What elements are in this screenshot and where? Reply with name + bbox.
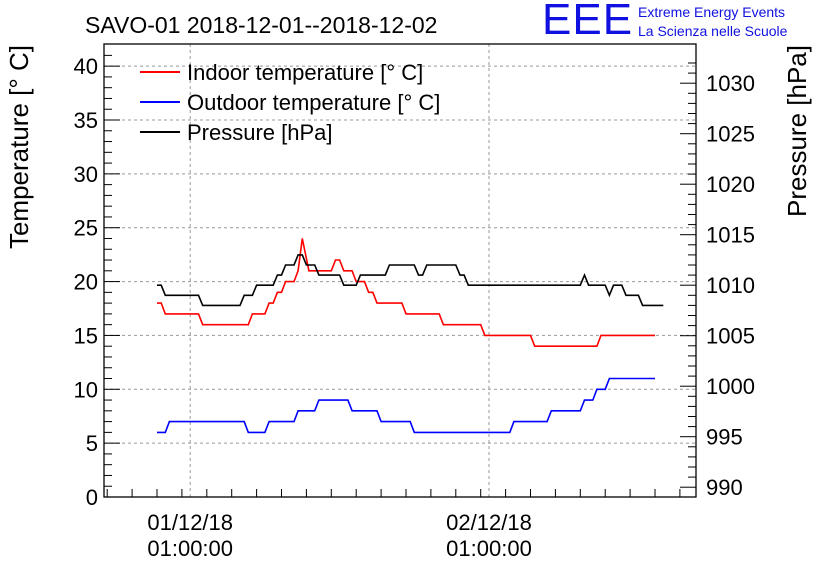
eee-logo-letters: EEE [542,0,634,44]
y-tick-label: 10 [74,377,98,402]
outdoor-temperature-line [157,377,655,434]
y2-tick-label: 990 [706,475,743,500]
y2-tick-label: 1015 [706,223,755,248]
pressure-line [157,254,664,307]
y2-tick-label: 995 [706,425,743,450]
legend: Indoor temperature [° C] Outdoor tempera… [140,60,440,145]
y-tick-label: 25 [74,216,98,241]
y2-tick-label: 1030 [706,71,755,96]
y-axis-title: Temperature [° C] [4,45,34,249]
y-tick-label: 0 [86,485,98,510]
y2-tick-label: 1020 [706,172,755,197]
y-tick-label: 35 [74,108,98,133]
y2-tick-label: 1025 [706,122,755,147]
y2-tick-label: 1000 [706,374,755,399]
indoor-temperature-line [157,238,655,348]
legend-label-indoor: Indoor temperature [° C] [187,60,423,85]
y2-axis-title: Pressure [hPa] [782,45,812,217]
logo-caption-line1: Extreme Energy Events [638,4,786,20]
y2-tick-label: 1005 [706,324,755,349]
y-tick-label: 15 [74,323,98,348]
logo-caption-line2: La Scienza nelle Scuole [638,23,788,39]
eee-logo: EEE Extreme Energy Events La Scienza nel… [542,0,836,44]
axis-ticks [104,54,696,498]
chart-title: SAVO-01 2018-12-01--2018-12-02 [85,12,437,38]
series-lines [157,238,664,434]
grid-lines [104,44,696,497]
y-tick-label: 40 [74,54,98,79]
y-tick-label: 30 [74,162,98,187]
x-tick-label-date: 01/12/18 [147,510,233,535]
legend-label-pressure: Pressure [hPa] [187,120,333,145]
y-tick-label: 20 [74,270,98,295]
legend-label-outdoor: Outdoor temperature [° C] [187,90,440,115]
x-tick-label-date: 02/12/18 [446,510,532,535]
y2-tick-label: 1010 [706,273,755,298]
x-tick-label-time: 01:00:00 [446,536,532,561]
tick-labels: 0510152025303540990995100010051010101510… [74,54,755,561]
x-tick-label-time: 01:00:00 [147,536,233,561]
y-tick-label: 5 [86,431,98,456]
